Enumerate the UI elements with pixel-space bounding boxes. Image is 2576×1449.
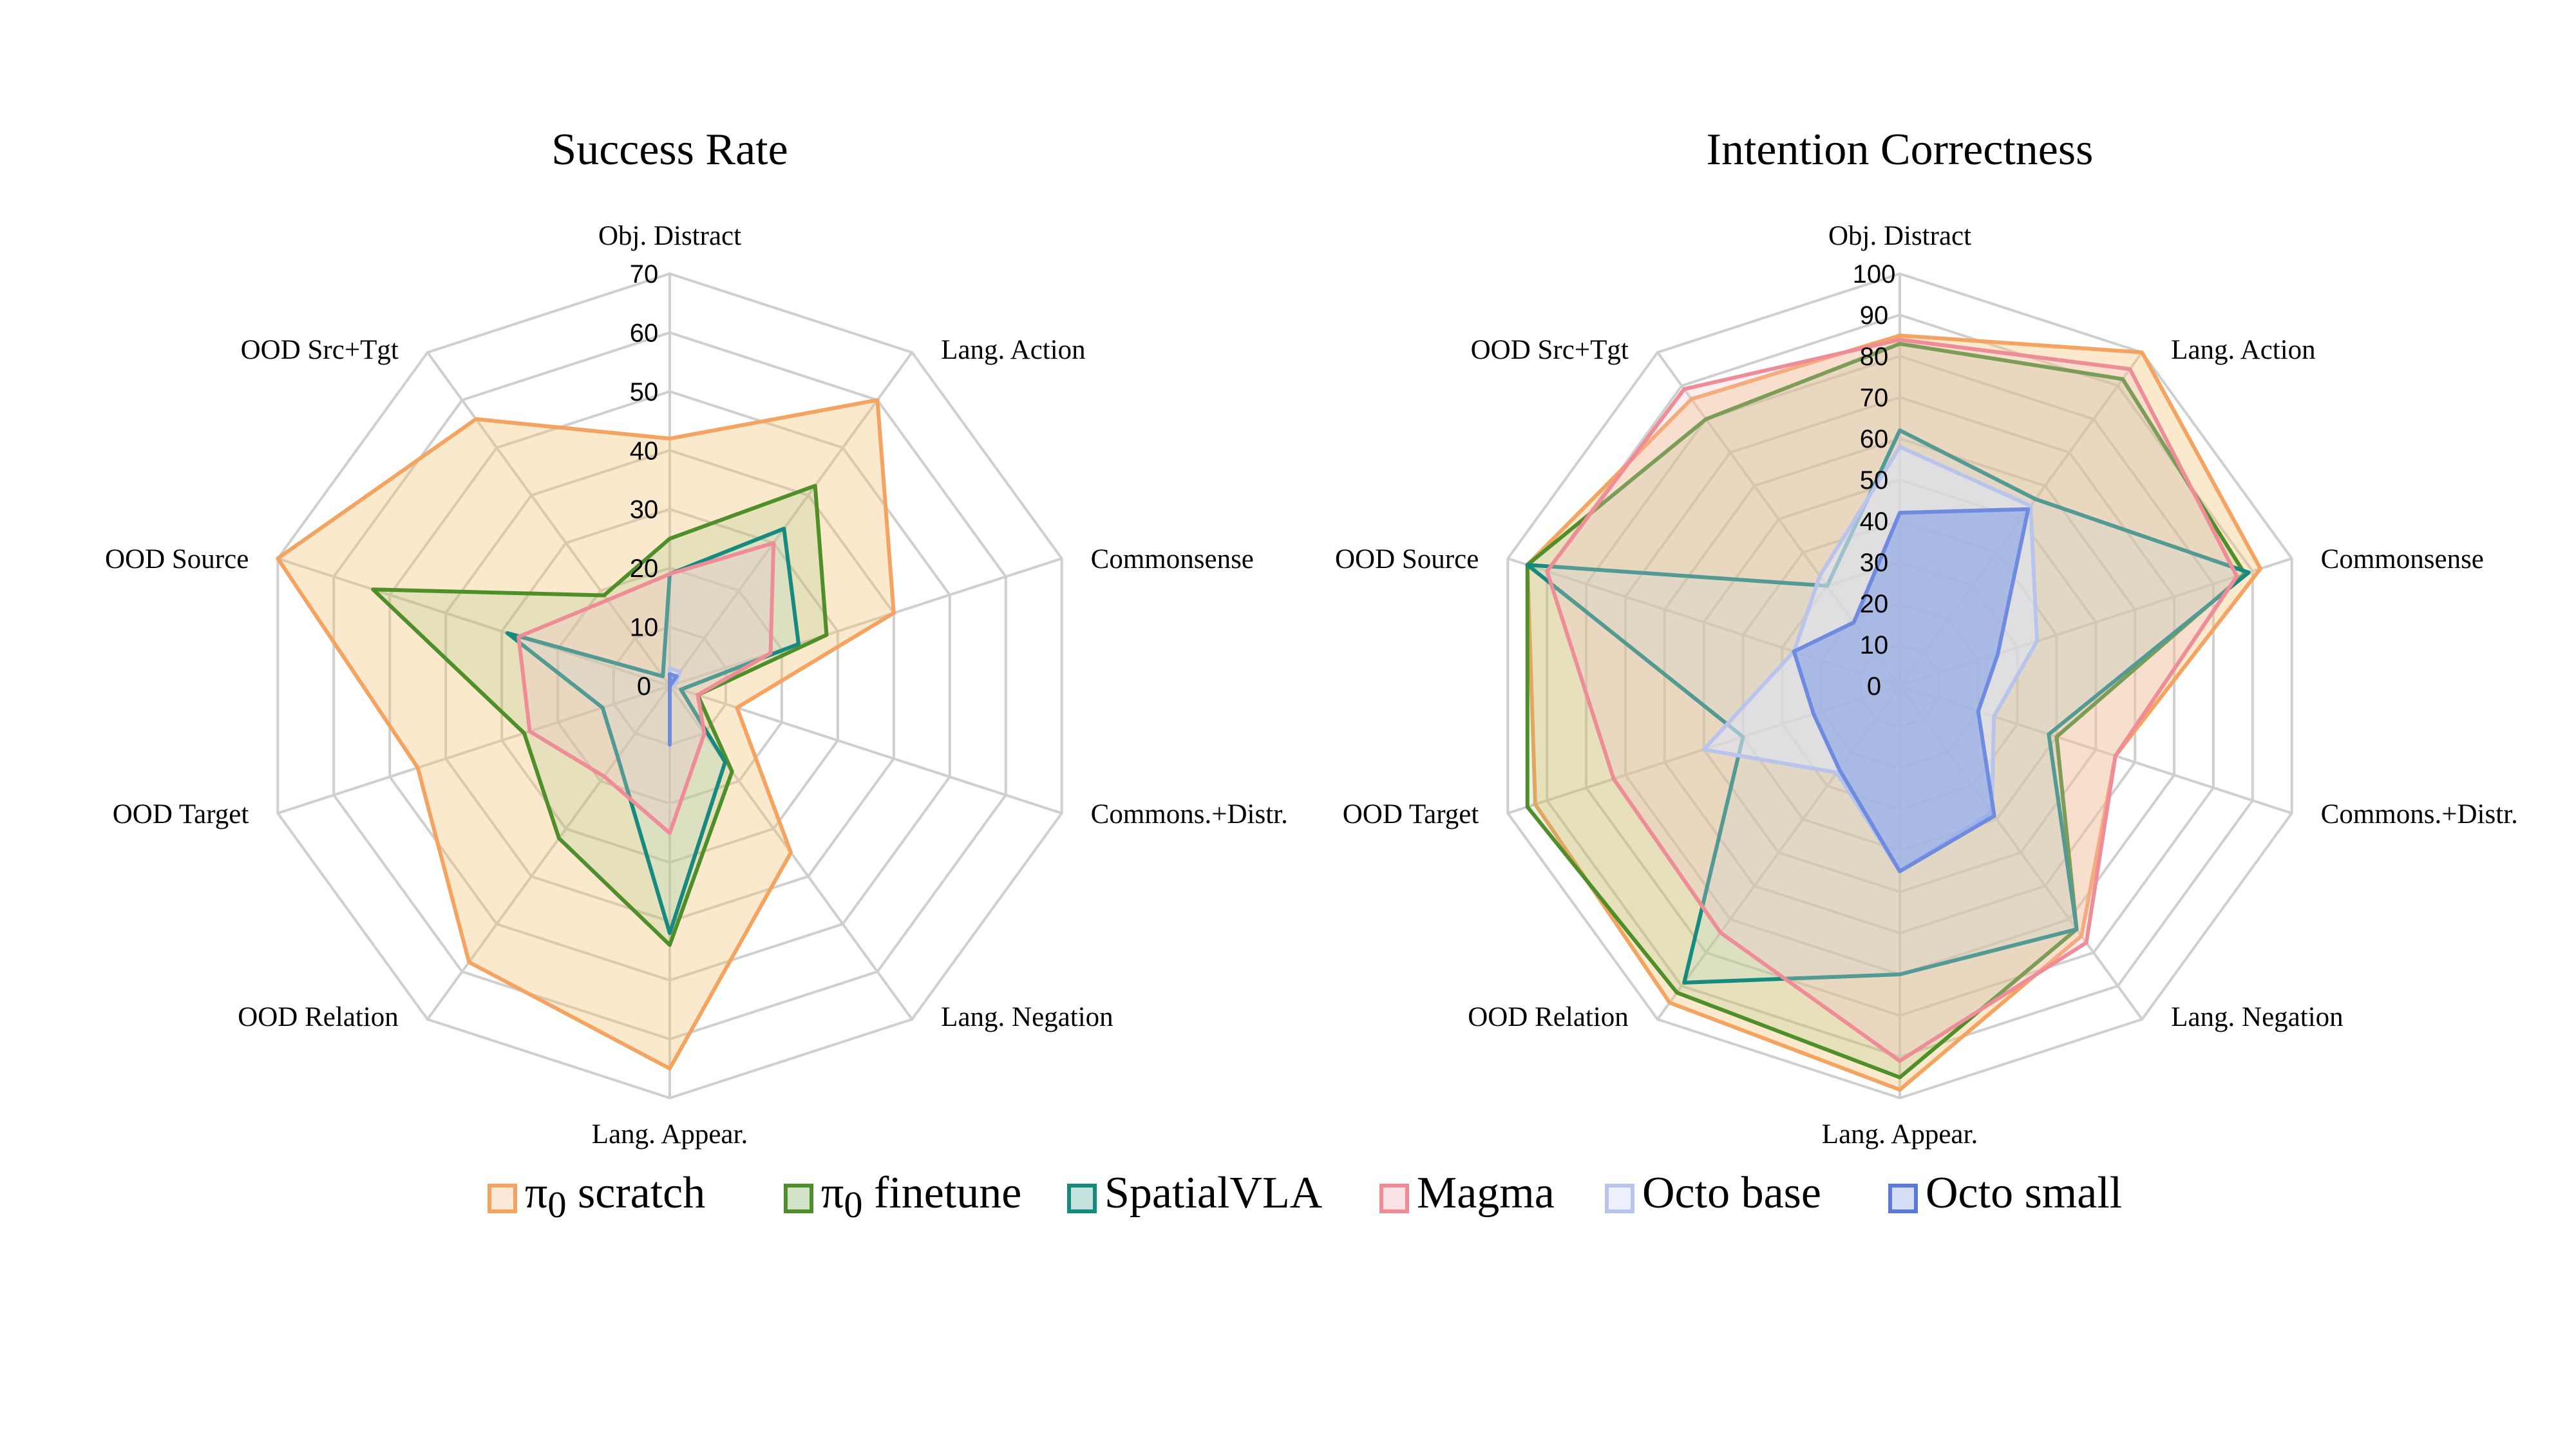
tick-label: 0	[637, 672, 651, 701]
legend-item: SpatialVLA	[1104, 1168, 1323, 1218]
legend-item: π0 finetune	[821, 1168, 1022, 1226]
spoke	[426, 685, 671, 1020]
spoke	[668, 352, 913, 687]
legend-label: Magma	[1417, 1168, 1555, 1218]
legend: π0 scratch π0 finetune SpatialVLA Magma Octo…	[488, 1168, 2123, 1226]
axis-label: OOD Src+Tgt	[1471, 335, 1629, 365]
tick-label: 40	[630, 437, 659, 465]
spoke	[277, 685, 670, 815]
tick-label: 60	[1860, 425, 1889, 453]
legend-swatch	[1067, 1184, 1097, 1213]
series-octo-small-polygon	[1792, 507, 2031, 873]
intention-correctness-radar: Intention Correctness 0 10 20 30 40 50 60 70 80 90…	[1335, 125, 2518, 1150]
tick-label: 100	[1853, 260, 1896, 289]
tick-label: 0	[1867, 672, 1881, 701]
axis-label: Commonsense	[1091, 544, 1254, 574]
axis-label: Lang. Negation	[2171, 1002, 2343, 1032]
legend-item: Octo base	[1642, 1168, 1821, 1218]
series-spatialvla-polygon	[505, 526, 800, 935]
axis-label: OOD Target	[113, 799, 249, 829]
chart-title: Success Rate	[551, 125, 788, 175]
tick-label: 30	[630, 496, 659, 524]
chart-title: Intention Correctness	[1707, 125, 2094, 175]
legend-swatch	[784, 1184, 813, 1213]
axis-label: Commonsense	[2321, 544, 2484, 574]
tick-label: 50	[630, 378, 659, 406]
axis-label: OOD Target	[1343, 799, 1479, 829]
tick-label: 90	[1860, 301, 1889, 330]
axis-label: Lang. Action	[941, 335, 1086, 365]
axis-label: Lang. Appear.	[592, 1119, 748, 1150]
spoke	[669, 685, 1063, 815]
legend-label: Octo base	[1642, 1168, 1821, 1218]
axis-label: Lang. Action	[2171, 335, 2316, 365]
axis-label: Commons.+Distr.	[1091, 799, 1288, 829]
spoke	[669, 557, 1063, 687]
spoke	[277, 557, 670, 687]
legend-swatch	[1379, 1184, 1409, 1213]
axis-label: Lang. Negation	[941, 1002, 1113, 1032]
legend-swatch	[488, 1184, 517, 1213]
axis-label: OOD Relation	[1468, 1002, 1629, 1032]
legend-label: SpatialVLA	[1104, 1168, 1323, 1218]
tick-label: 10	[630, 614, 659, 642]
axis-label: OOD Source	[1335, 544, 1479, 574]
tick-label: 30	[1860, 549, 1889, 577]
tick-label: 10	[1860, 631, 1889, 659]
tick-label: 40	[1860, 507, 1889, 536]
tick-label: 70	[630, 260, 659, 289]
series-pi0-finetune-polygon	[371, 484, 829, 947]
axis-label: OOD Relation	[238, 1002, 399, 1032]
series-octo-small-polygon	[668, 672, 679, 747]
legend-item: π0 scratch	[525, 1168, 706, 1226]
series-pi0-scratch-polygon	[276, 398, 896, 1071]
tick-label: 80	[1860, 343, 1889, 371]
tick-label: 50	[1860, 466, 1889, 495]
legend-item: Magma	[1417, 1168, 1555, 1218]
axis-label: Obj. Distract	[1828, 221, 1971, 251]
legend-label: π0 finetune	[821, 1168, 1022, 1226]
axis-label: Commons.+Distr.	[2321, 799, 2518, 829]
axis-label: OOD Src+Tgt	[241, 335, 399, 365]
legend-label: Octo small	[1926, 1168, 2123, 1218]
tick-label: 70	[1860, 384, 1889, 412]
legend-swatch	[1605, 1184, 1634, 1213]
axis-label: OOD Source	[105, 544, 249, 574]
tick-label: 20	[630, 554, 659, 583]
axis-label: Lang. Appear.	[1822, 1119, 1978, 1150]
tick-label: 20	[1860, 590, 1889, 618]
series-magma-polygon	[516, 541, 776, 835]
axis-label: Obj. Distract	[598, 221, 741, 251]
success-rate-radar: Success Rate 0 10 20 30 40 50 60 70 Obj. Distract…	[105, 125, 1288, 1150]
legend-label: π0 scratch	[525, 1168, 706, 1226]
legend-item: Octo small	[1926, 1168, 2123, 1218]
tick-label: 60	[630, 319, 659, 347]
legend-swatch	[1888, 1184, 1918, 1213]
spoke	[426, 352, 671, 687]
